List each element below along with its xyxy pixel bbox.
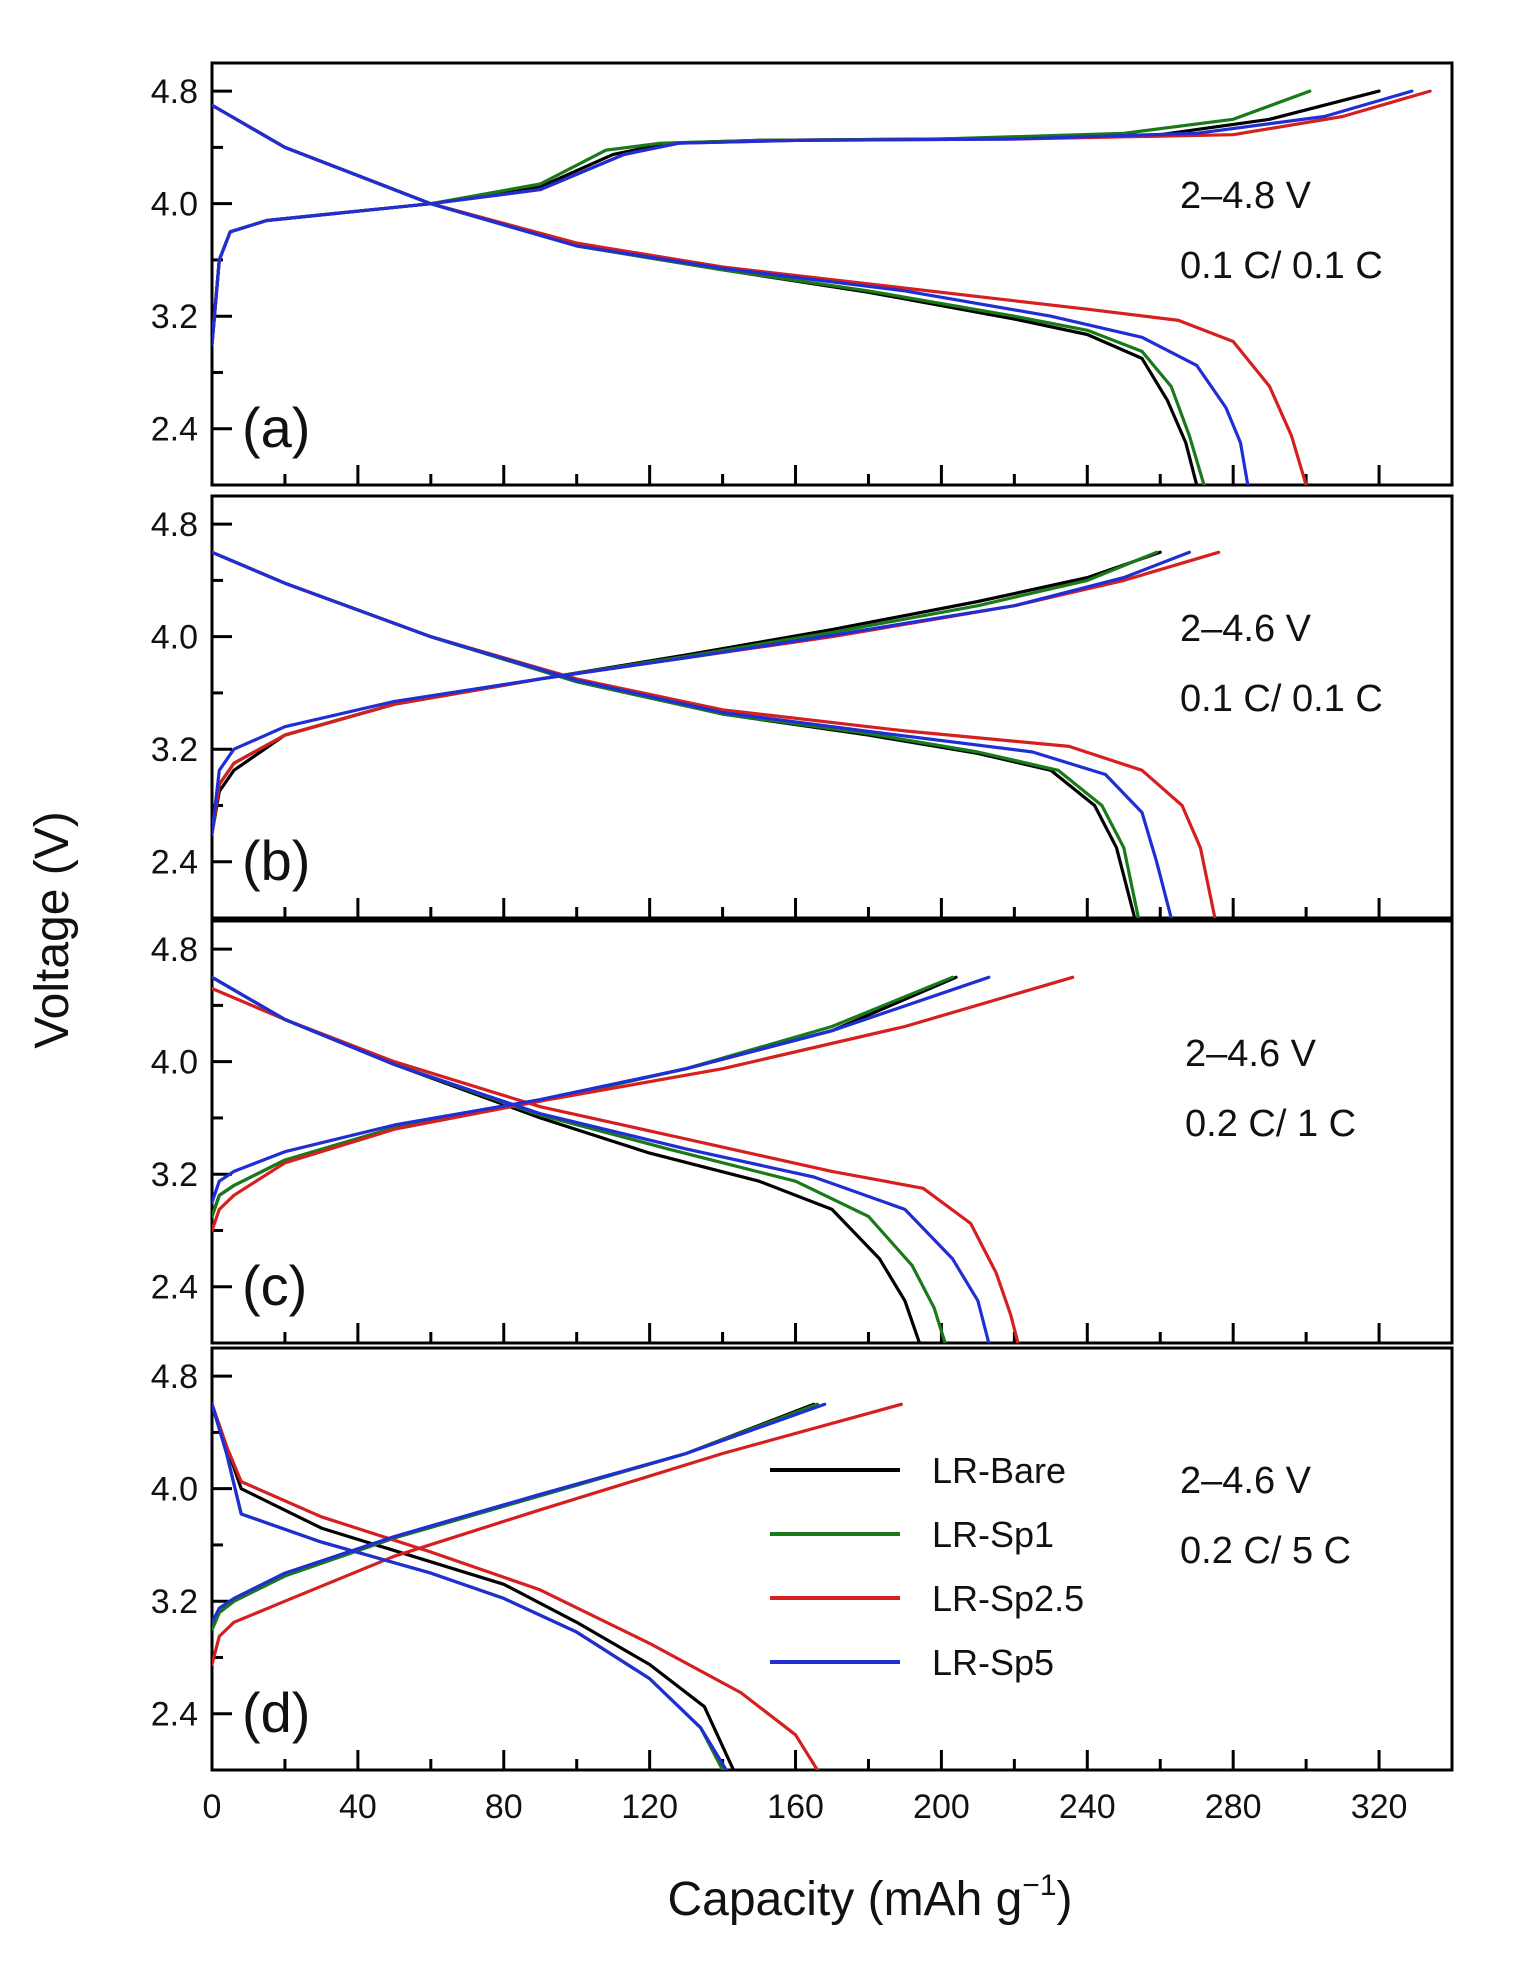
x-axis-title-exponent: −1 <box>1022 1869 1056 1902</box>
condition-voltage-d: 2–4.6 V <box>1180 1460 1312 1502</box>
x-axis-title: Capacity (mAh g−1) <box>668 1869 1073 1926</box>
series-lr-sp2.5-charge-c <box>212 975 1075 1233</box>
series-lr-sp1-charge-c <box>212 975 954 1218</box>
panel-b: 2.4 3.2 4.0 4.8 (b) 2–4.6 V 0.1 C/ 0.1 C <box>151 494 1454 920</box>
x-tick-label-0: 0 <box>203 1788 222 1826</box>
series-lr-sp5-charge-c <box>212 975 991 1204</box>
y-tick-label-c-1: 3.2 <box>151 1156 198 1194</box>
panel-b-frame <box>210 494 1454 920</box>
series-lr-sp1-discharge-a <box>212 103 1206 485</box>
x-tick-label-1: 40 <box>339 1788 377 1826</box>
panel-label-d: (d) <box>242 1681 310 1744</box>
y-tick-label-d-2: 4.0 <box>151 1471 198 1509</box>
y-tick-label-d-3: 4.8 <box>151 1358 198 1396</box>
legend: LR-Bare LR-Sp1 LR-Sp2.5 LR-Sp5 <box>770 1450 1084 1683</box>
legend-label-1: LR-Sp1 <box>932 1514 1054 1555</box>
y-tick-label-b-2: 4.0 <box>151 619 198 657</box>
y-tick-label-c-3: 4.8 <box>151 931 198 969</box>
y-tick-label-a-2: 4.0 <box>151 186 198 224</box>
panel-d-curves <box>212 1402 903 1770</box>
condition-voltage-a: 2–4.8 V <box>1180 175 1312 217</box>
series-lr-sp2.5-discharge-a <box>212 103 1308 485</box>
y-tick-label-d-1: 3.2 <box>151 1583 198 1621</box>
series-lr-sp2.5-charge-d <box>212 1402 903 1667</box>
panel-label-b: (b) <box>242 829 310 892</box>
y-tick-label-b-3: 4.8 <box>151 506 198 544</box>
series-lr-sp2.5-discharge-d <box>212 1402 819 1770</box>
series-lr-sp5-discharge-c <box>212 975 991 1343</box>
series-lr-sp2.5-discharge-c <box>212 986 1020 1343</box>
series-lr-sp1-charge-a <box>212 89 1312 346</box>
x-tick-label-3: 120 <box>621 1788 678 1826</box>
x-tick-label-6: 240 <box>1059 1788 1116 1826</box>
condition-rate-c: 0.2 C/ 1 C <box>1185 1103 1356 1145</box>
series-lr-sp2.5-charge-b <box>212 550 1221 836</box>
legend-label-3: LR-Sp5 <box>932 1642 1054 1683</box>
x-axis-title-main: Capacity (mAh g <box>668 1873 1023 1926</box>
y-tick-label-b-0: 2.4 <box>151 844 198 882</box>
panel-c-frame <box>210 919 1454 1345</box>
x-tick-label-7: 280 <box>1205 1788 1262 1826</box>
panel-a: 2.4 3.2 4.0 4.8 (a) 2–4.8 V 0.1 C/ 0.1 C <box>151 61 1454 487</box>
y-tick-label-c-2: 4.0 <box>151 1044 198 1082</box>
x-axis-title-end: ) <box>1057 1873 1073 1926</box>
series-lr-sp5-charge-a <box>212 89 1414 346</box>
legend-label-0: LR-Bare <box>932 1450 1066 1491</box>
y-tick-label-a-3: 4.8 <box>151 73 198 111</box>
panel-d: 2.4 3.2 4.0 4.8 0 40 80 120 160 200 240 280 320 (d) 2–… <box>151 1346 1454 1826</box>
series-lr-bare-charge-c <box>212 975 958 1218</box>
series-lr-bare-discharge-a <box>212 103 1199 485</box>
series-lr-sp2.5-charge-a <box>212 89 1432 346</box>
series-lr-sp5-discharge-d <box>212 1402 728 1770</box>
legend-label-2: LR-Sp2.5 <box>932 1578 1084 1619</box>
condition-voltage-b: 2–4.6 V <box>1180 608 1312 650</box>
panel-a-frame <box>210 61 1454 487</box>
y-tick-label-c-0: 2.4 <box>151 1269 198 1307</box>
x-tick-label-2: 80 <box>485 1788 523 1826</box>
condition-voltage-c: 2–4.6 V <box>1185 1033 1317 1075</box>
condition-rate-a: 0.1 C/ 0.1 C <box>1180 245 1383 287</box>
series-lr-sp5-charge-d <box>212 1402 827 1624</box>
x-tick-label-4: 160 <box>767 1788 824 1826</box>
panel-d-frame <box>210 1346 1454 1772</box>
panel-label-a: (a) <box>242 396 310 459</box>
panel-c-curves <box>212 975 1075 1343</box>
panel-c: 2.4 3.2 4.0 4.8 (c) 2–4.6 V 0.2 C/ 1 C <box>151 919 1454 1345</box>
y-tick-label-a-1: 3.2 <box>151 298 198 336</box>
panel-b-curves <box>212 550 1221 918</box>
y-tick-label-b-1: 3.2 <box>151 731 198 769</box>
series-lr-sp5-discharge-b <box>212 550 1173 918</box>
series-lr-sp2.5-discharge-b <box>212 550 1217 918</box>
x-tick-label-5: 200 <box>913 1788 970 1826</box>
panels-group: 2.4 3.2 4.0 4.8 (a) 2–4.8 V 0.1 C/ 0.1 C 2.4 3.2… <box>151 61 1454 1826</box>
condition-rate-d: 0.2 C/ 5 C <box>1180 1530 1351 1572</box>
series-lr-bare-charge-a <box>212 89 1381 346</box>
condition-rate-b: 0.1 C/ 0.1 C <box>1180 678 1383 720</box>
y-tick-label-a-0: 2.4 <box>151 411 198 449</box>
series-lr-sp5-discharge-a <box>212 103 1250 485</box>
series-lr-sp5-charge-b <box>212 550 1191 836</box>
y-tick-label-d-0: 2.4 <box>151 1696 198 1734</box>
panel-a-curves <box>212 89 1432 485</box>
y-axis-title: Voltage (V) <box>26 811 79 1048</box>
x-tick-label-8: 320 <box>1351 1788 1408 1826</box>
panel-label-c: (c) <box>242 1254 307 1317</box>
series-lr-bare-charge-b <box>212 550 1162 836</box>
